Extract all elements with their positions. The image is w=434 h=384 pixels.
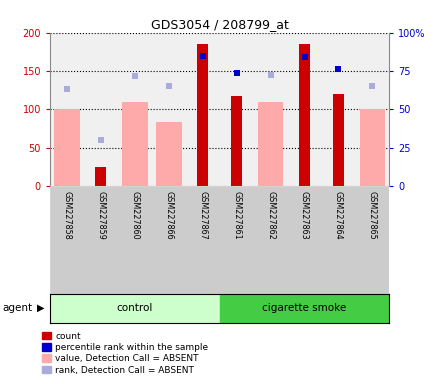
Bar xyxy=(287,186,321,294)
Text: GSM227865: GSM227865 xyxy=(367,190,376,239)
Legend: count, percentile rank within the sample, value, Detection Call = ABSENT, rank, : count, percentile rank within the sample… xyxy=(41,331,209,376)
Text: GSM227859: GSM227859 xyxy=(96,190,105,239)
Bar xyxy=(257,102,283,186)
Text: cigarette smoke: cigarette smoke xyxy=(262,303,346,313)
Bar xyxy=(231,96,241,186)
Bar xyxy=(156,122,181,186)
Bar xyxy=(50,294,219,323)
Bar xyxy=(219,186,253,294)
Bar xyxy=(219,294,388,323)
Text: GSM227858: GSM227858 xyxy=(62,190,71,239)
Bar xyxy=(332,94,343,186)
Text: control: control xyxy=(116,303,153,313)
Bar xyxy=(197,44,207,186)
Bar xyxy=(122,102,147,186)
Text: GSM227861: GSM227861 xyxy=(232,190,240,239)
Bar xyxy=(299,44,309,186)
Text: GSM227866: GSM227866 xyxy=(164,190,173,239)
Bar xyxy=(84,186,118,294)
Text: ▶: ▶ xyxy=(37,303,44,313)
Bar xyxy=(50,186,84,294)
Text: agent: agent xyxy=(2,303,32,313)
Bar xyxy=(359,109,384,186)
Bar xyxy=(185,186,219,294)
Text: GSM227863: GSM227863 xyxy=(299,190,308,239)
Bar xyxy=(95,167,106,186)
Text: GSM227864: GSM227864 xyxy=(333,190,342,239)
Text: GSM227860: GSM227860 xyxy=(130,190,139,239)
Bar xyxy=(118,186,151,294)
Text: GSM227867: GSM227867 xyxy=(198,190,207,239)
Title: GDS3054 / 208799_at: GDS3054 / 208799_at xyxy=(151,18,288,31)
Bar xyxy=(151,186,185,294)
Bar xyxy=(253,186,287,294)
Bar xyxy=(54,109,79,186)
Bar xyxy=(355,186,388,294)
Text: GSM227862: GSM227862 xyxy=(266,190,274,239)
Bar xyxy=(321,186,355,294)
